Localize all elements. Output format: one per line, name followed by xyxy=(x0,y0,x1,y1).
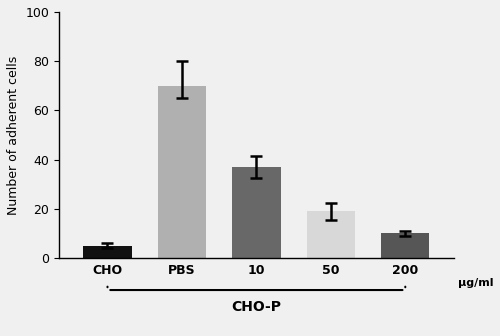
Text: μg/ml: μg/ml xyxy=(458,278,493,288)
Bar xyxy=(381,234,430,258)
Bar xyxy=(232,167,280,258)
Bar xyxy=(84,246,132,258)
Y-axis label: Number of adherent cells: Number of adherent cells xyxy=(7,55,20,215)
Text: CHO-P: CHO-P xyxy=(232,300,281,314)
Bar xyxy=(158,86,206,258)
Bar xyxy=(306,211,355,258)
